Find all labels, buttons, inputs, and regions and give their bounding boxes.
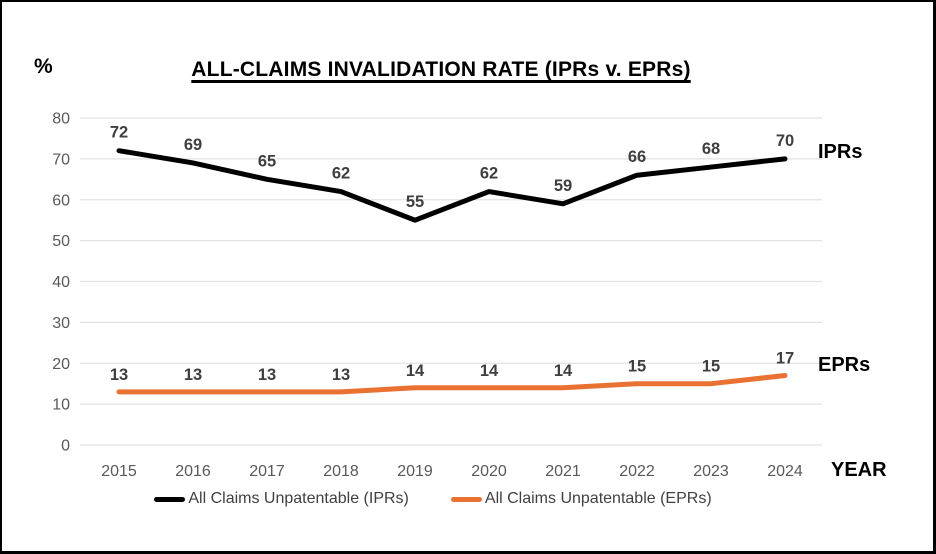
- data-label: 66: [628, 148, 646, 166]
- x-tick-label: 2017: [249, 463, 285, 480]
- data-label: 15: [628, 358, 646, 376]
- data-label: 62: [332, 165, 350, 183]
- legend-item-eprs: All Claims Unpatentable (EPRs): [450, 490, 712, 508]
- data-label: 62: [480, 165, 498, 183]
- legend-label-iprs: All Claims Unpatentable (IPRs): [188, 490, 409, 507]
- legend-swatch-iprs-icon: [154, 496, 186, 502]
- y-axis-unit-label: %: [34, 55, 53, 78]
- x-axis-label: YEAR: [831, 459, 887, 481]
- data-label: 13: [184, 366, 202, 384]
- x-tick-label: 2016: [175, 463, 211, 480]
- series-end-label-iprs: IPRs: [818, 141, 863, 163]
- data-label: 14: [554, 362, 573, 380]
- legend-label-eprs: All Claims Unpatentable (EPRs): [484, 490, 712, 507]
- y-tick-label: 40: [52, 274, 70, 291]
- x-tick-label: 2024: [767, 463, 803, 480]
- data-label: 14: [406, 362, 425, 380]
- data-label: 13: [332, 366, 350, 384]
- data-label: 15: [702, 358, 720, 376]
- x-tick-label: 2020: [471, 463, 507, 480]
- series-end-label-eprs: EPRs: [818, 354, 871, 376]
- data-label: 70: [776, 132, 794, 150]
- series-line-eprs: [116, 373, 788, 395]
- y-tick-label: 30: [52, 315, 70, 332]
- x-tick-label: 2015: [101, 463, 137, 480]
- series-line-iprs: [116, 148, 788, 223]
- y-tick-label: 0: [61, 438, 70, 455]
- data-label: 65: [258, 152, 276, 170]
- data-label: 68: [702, 140, 720, 158]
- x-tick-label: 2023: [693, 463, 729, 480]
- data-label: 17: [776, 350, 794, 368]
- x-tick-label: 2018: [323, 463, 359, 480]
- x-tick-label: 2022: [619, 463, 655, 480]
- data-label: 69: [184, 136, 202, 154]
- y-tick-label: 50: [52, 233, 70, 250]
- data-label: 59: [554, 177, 572, 195]
- data-label: 14: [480, 362, 499, 380]
- y-tick-label: 80: [52, 111, 70, 128]
- y-tick-label: 70: [52, 151, 70, 168]
- chart-title: ALL-CLAIMS INVALIDATION RATE (IPRs v. EP…: [191, 58, 691, 81]
- legend-item-iprs: All Claims Unpatentable (IPRs): [154, 490, 409, 508]
- data-label: 13: [258, 366, 276, 384]
- x-tick-label: 2021: [545, 463, 581, 480]
- x-tick-label: 2019: [397, 463, 433, 480]
- y-tick-label: 20: [52, 356, 70, 373]
- data-label: 13: [110, 366, 128, 384]
- y-tick-label: 10: [52, 397, 70, 414]
- legend-swatch-eprs-icon: [450, 496, 482, 502]
- y-tick-label: 60: [52, 192, 70, 209]
- data-label: 72: [110, 124, 128, 142]
- data-label: 55: [406, 193, 424, 211]
- legend: All Claims Unpatentable (IPRs) All Claim…: [62, 490, 804, 508]
